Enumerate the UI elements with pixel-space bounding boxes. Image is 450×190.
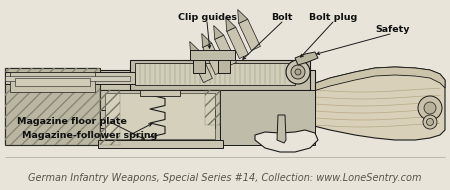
Circle shape [295, 69, 301, 75]
Bar [205, 90, 220, 125]
Text: Magazine-follower spring: Magazine-follower spring [22, 131, 158, 139]
Bar [193, 55, 205, 73]
Text: German Infantry Weapons, Special Series #14, Collection: www.LoneSentry.com: German Infantry Weapons, Special Series … [28, 173, 422, 183]
Circle shape [418, 96, 442, 120]
Bar [191, 51, 212, 83]
Polygon shape [238, 10, 248, 23]
Bar [100, 110, 215, 128]
Polygon shape [277, 115, 286, 143]
Bar [130, 60, 310, 90]
Bar [100, 90, 120, 145]
Bar [238, 19, 261, 51]
Polygon shape [214, 25, 224, 39]
Polygon shape [255, 130, 318, 152]
Circle shape [286, 60, 310, 84]
Bar [30, 70, 315, 110]
Bar [105, 93, 215, 139]
Bar [202, 43, 225, 75]
Bar [218, 55, 230, 73]
Polygon shape [226, 17, 236, 31]
Bar [135, 63, 295, 85]
Bar [98, 140, 223, 148]
Bar [190, 50, 235, 60]
Polygon shape [310, 67, 445, 92]
Circle shape [424, 102, 436, 114]
Bar [215, 35, 236, 66]
Polygon shape [295, 52, 318, 65]
Bar [227, 27, 248, 59]
Bar [5, 68, 100, 145]
Polygon shape [202, 33, 212, 47]
Bar [5, 72, 135, 84]
Polygon shape [190, 41, 200, 55]
Text: Bolt plug: Bolt plug [309, 13, 357, 22]
Bar [220, 90, 315, 145]
Bar [5, 68, 100, 145]
Bar [140, 90, 180, 96]
Bar [5, 76, 130, 81]
Bar [15, 78, 90, 86]
Polygon shape [310, 67, 445, 140]
Bar [100, 90, 220, 142]
Circle shape [427, 119, 433, 126]
Text: Magazine floor plate: Magazine floor plate [17, 117, 127, 127]
Text: Safety: Safety [376, 25, 410, 35]
Circle shape [423, 115, 437, 129]
Text: Bolt: Bolt [271, 13, 293, 22]
Bar [10, 72, 95, 92]
Text: Clip guides: Clip guides [177, 13, 237, 22]
Circle shape [291, 65, 305, 79]
